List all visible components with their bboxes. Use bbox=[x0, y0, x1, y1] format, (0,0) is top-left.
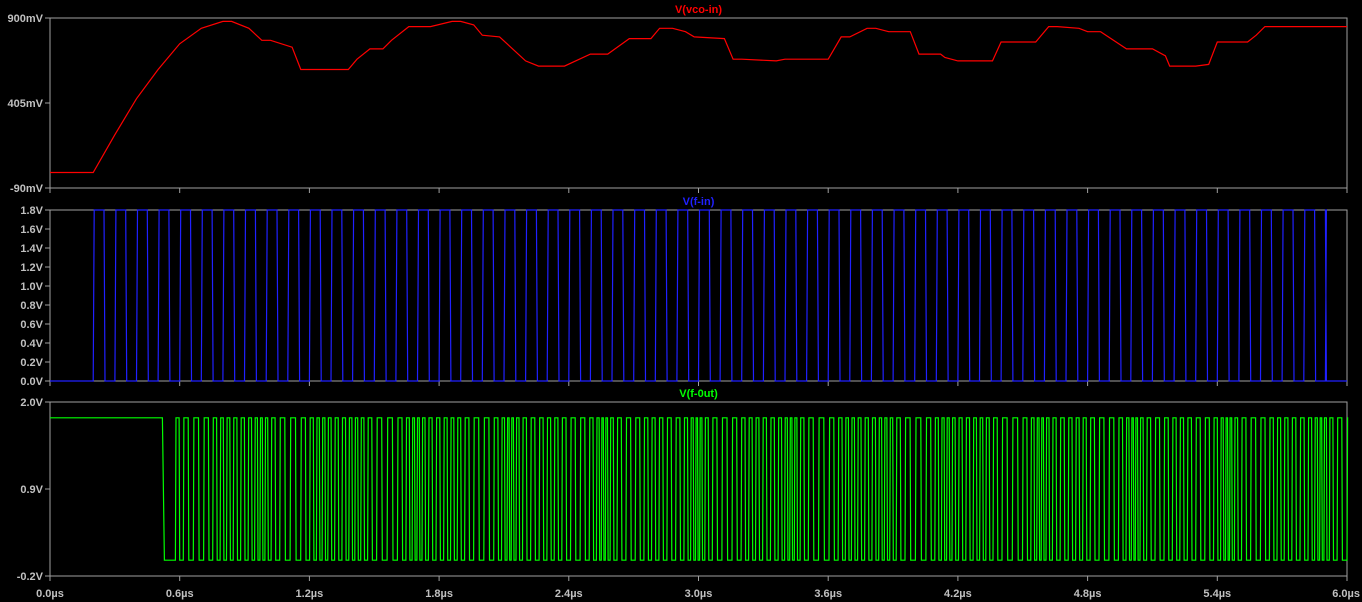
x-tick-label: 0.0µs bbox=[36, 588, 64, 600]
y-tick-label: 0.6V bbox=[20, 319, 43, 331]
y-tick-label: 0.2V bbox=[20, 357, 43, 369]
x-axis: 0.0µs 0.6µs 1.2µs 1.8µs 2.4µs 3.0µs 3.6µs 4.2µs… bbox=[36, 588, 1360, 600]
x-tick-label: 6.0µs bbox=[1332, 588, 1360, 600]
x-tick-label: 3.6µs bbox=[814, 588, 842, 600]
y-tick-label: -0.2V bbox=[17, 571, 44, 583]
x-tick-label: 5.4µs bbox=[1203, 588, 1231, 600]
trace-title[interactable]: V(f-in) bbox=[683, 196, 715, 208]
y-tick-label: -90mV bbox=[10, 183, 44, 195]
plot-pane-2: V(f-in) 1.8V 1.6V 1.4V 1.2V 1.0V 0.8V 0.6V 0.4V 0… bbox=[20, 196, 1348, 388]
y-tick-label: 1.6V bbox=[20, 224, 43, 236]
y-tick-label: 1.2V bbox=[20, 262, 43, 274]
plot-pane-1: V(vco-in) 900mV 405mV -90mV bbox=[8, 4, 1348, 195]
y-tick-label: 0.9V bbox=[20, 484, 43, 496]
x-tick-label: 0.6µs bbox=[166, 588, 194, 600]
y-tick-label: 2.0V bbox=[20, 397, 43, 409]
trace-3-line[interactable] bbox=[50, 417, 1349, 561]
x-tick-label: 2.4µs bbox=[555, 588, 583, 600]
x-tick-label: 1.2µs bbox=[296, 588, 324, 600]
y-tick-label: 405mV bbox=[8, 98, 44, 110]
x-tick-label: 1.8µs bbox=[425, 588, 453, 600]
y-tick-label: 900mV bbox=[8, 13, 44, 25]
x-tick-label: 3.0µs bbox=[685, 588, 713, 600]
x-tick-label: 4.2µs bbox=[944, 588, 972, 600]
y-tick-label: 1.4V bbox=[20, 243, 43, 255]
trace-1-line[interactable] bbox=[50, 20, 1347, 174]
x-tick-label: 4.8µs bbox=[1074, 588, 1102, 600]
plot-frame bbox=[49, 17, 1348, 189]
trace-title[interactable]: V(vco-in) bbox=[675, 4, 722, 16]
y-tick-label: 1.0V bbox=[20, 281, 43, 293]
trace-2-line[interactable] bbox=[50, 209, 1347, 382]
y-tick-label: 0.8V bbox=[20, 300, 43, 312]
y-tick-label: 1.8V bbox=[20, 205, 43, 217]
y-tick-label: 0.4V bbox=[20, 338, 43, 350]
y-tick-label: 0.0V bbox=[20, 376, 43, 388]
trace-title[interactable]: V(f-0ut) bbox=[679, 388, 718, 400]
plot-pane-3: V(f-0ut) 2.0V 0.9V -0.2V bbox=[17, 388, 1349, 583]
